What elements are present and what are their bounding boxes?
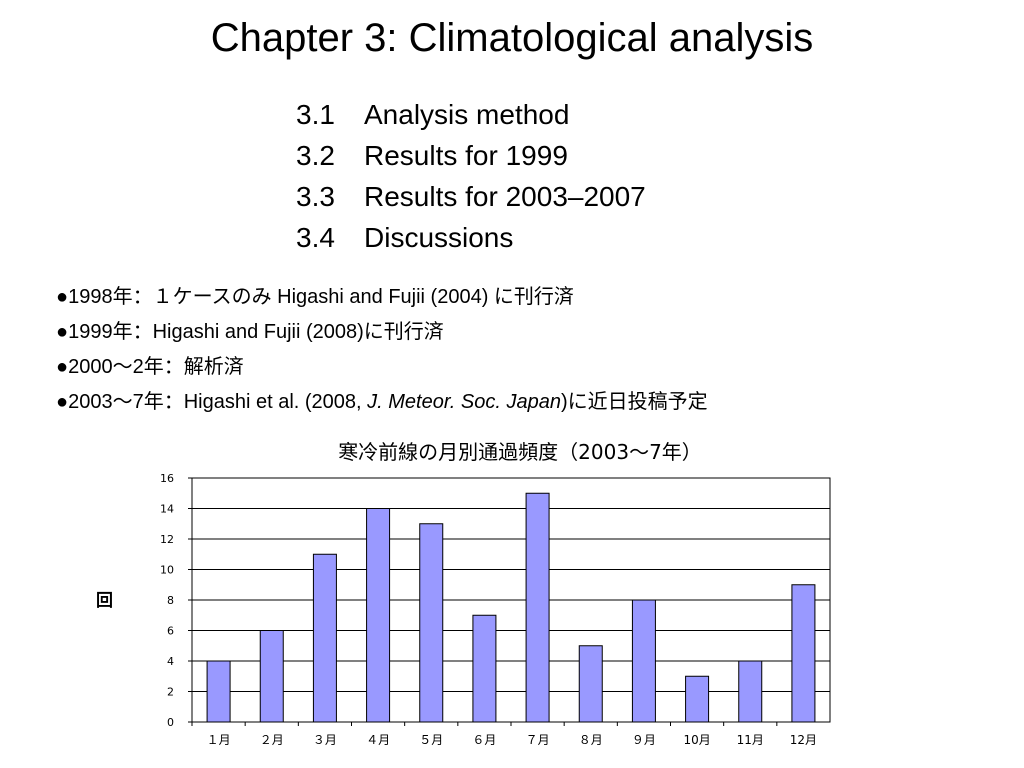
bar bbox=[366, 508, 391, 723]
y-tick-label: 8 bbox=[167, 594, 174, 607]
bullet-item: ●2000～2年：解析済 bbox=[56, 350, 708, 385]
x-tick-label: ３月 bbox=[313, 733, 337, 747]
toc-item: 3.1 Analysis method bbox=[296, 94, 646, 135]
y-tick-label: 16 bbox=[160, 472, 174, 485]
bar bbox=[631, 599, 656, 723]
toc-number: 3.2 bbox=[296, 140, 335, 171]
bar bbox=[259, 630, 284, 723]
bar bbox=[791, 584, 816, 723]
table-of-contents: 3.1 Analysis method 3.2 Results for 1999 3… bbox=[296, 94, 646, 258]
bar bbox=[312, 553, 337, 723]
x-tick-label: 11月 bbox=[737, 733, 764, 747]
bar bbox=[525, 492, 550, 723]
toc-item: 3.4 Discussions bbox=[296, 217, 646, 258]
bullet-item: ●2003～7年：Higashi et al. (2008, J. Meteor… bbox=[56, 385, 708, 420]
toc-text: Discussions bbox=[364, 222, 514, 253]
x-tick-label: ９月 bbox=[632, 733, 656, 747]
y-tick-label: 2 bbox=[167, 686, 174, 699]
bullet-dot-icon: ● bbox=[56, 321, 69, 343]
bullet-dot-icon: ● bbox=[56, 391, 69, 413]
bar bbox=[578, 645, 603, 723]
x-tick-label: １月 bbox=[207, 733, 231, 747]
slide-title: Chapter 3: Climatological analysis bbox=[210, 16, 814, 60]
bullet-text: 1999年：Higashi and Fujii (2008)に刊行済 bbox=[68, 321, 444, 343]
bullet-text: 1998年：１ケースのみ Higashi and Fujii (2004) に刊… bbox=[68, 286, 574, 308]
x-tick-label: ７月 bbox=[526, 733, 550, 747]
toc-number: 3.3 bbox=[296, 181, 335, 212]
y-tick-label: 10 bbox=[160, 564, 174, 577]
toc-text: Results for 2003–2007 bbox=[364, 181, 646, 212]
x-tick-label: ４月 bbox=[366, 733, 390, 747]
chart-title: 寒冷前線の月別通過頻度（2003～7年） bbox=[338, 440, 702, 464]
bullet-text: 2000～2年：解析済 bbox=[68, 356, 244, 378]
bar bbox=[472, 614, 497, 723]
bullet-text-end: )に近日投稿予定 bbox=[560, 391, 708, 413]
toc-text: Analysis method bbox=[364, 99, 570, 130]
toc-number: 3.1 bbox=[296, 99, 335, 130]
x-tick-label: 12月 bbox=[790, 733, 817, 747]
y-tick-label: 14 bbox=[160, 503, 174, 516]
bar bbox=[685, 675, 710, 723]
y-tick-label: 6 bbox=[167, 625, 174, 638]
bullet-dot-icon: ● bbox=[56, 356, 69, 378]
toc-number: 3.4 bbox=[296, 222, 335, 253]
toc-text: Results for 1999 bbox=[364, 140, 568, 171]
x-tick-label: ６月 bbox=[472, 733, 496, 747]
bullet-item: ●1998年：１ケースのみ Higashi and Fujii (2004) に… bbox=[56, 280, 708, 315]
x-tick-label: 10月 bbox=[683, 733, 710, 747]
bullet-item: ●1999年：Higashi and Fujii (2008)に刊行済 bbox=[56, 315, 708, 350]
bar bbox=[419, 523, 444, 723]
x-tick-label: ８月 bbox=[579, 733, 603, 747]
x-tick-label: ５月 bbox=[419, 733, 443, 747]
bullet-dot-icon: ● bbox=[56, 286, 69, 308]
bullet-text: 2003～7年：Higashi et al. (2008, bbox=[68, 391, 368, 413]
bar bbox=[206, 660, 231, 723]
status-bullet-list: ●1998年：１ケースのみ Higashi and Fujii (2004) に… bbox=[56, 280, 708, 420]
bar bbox=[738, 660, 763, 723]
y-axis-label: 回 bbox=[96, 591, 113, 611]
x-tick-label: ２月 bbox=[260, 733, 284, 747]
y-tick-label: 0 bbox=[167, 716, 174, 729]
toc-item: 3.2 Results for 1999 bbox=[296, 135, 646, 176]
y-tick-label: 4 bbox=[167, 655, 174, 668]
toc-item: 3.3 Results for 2003–2007 bbox=[296, 176, 646, 217]
journal-name: J. Meteor. Soc. Japan bbox=[367, 391, 561, 413]
y-tick-label: 12 bbox=[160, 533, 174, 546]
